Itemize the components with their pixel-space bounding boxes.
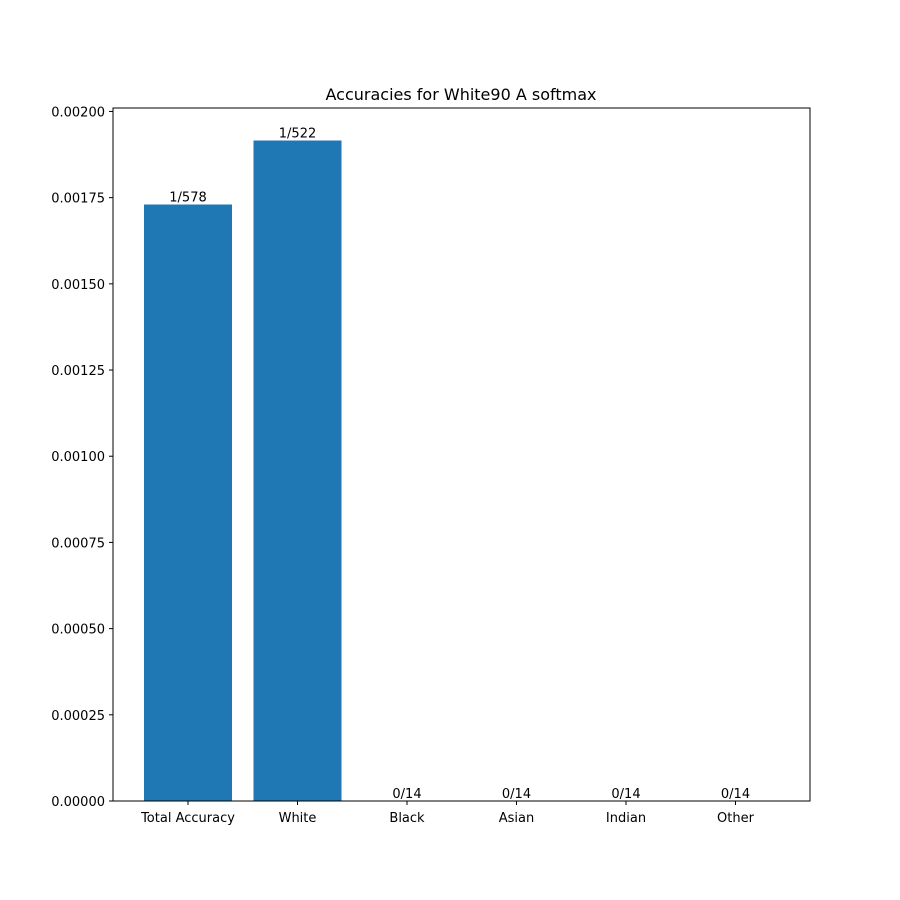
- y-tick-label: 0.00175: [51, 192, 105, 207]
- bar-value-label: 0/14: [721, 787, 750, 802]
- y-tick-label: 0.00050: [51, 623, 105, 638]
- bar-white: [253, 140, 342, 801]
- x-tick-label: White: [279, 811, 317, 826]
- bar-total-accuracy: [144, 204, 232, 802]
- x-tick-label: Other: [717, 811, 755, 826]
- x-tick-label: Indian: [606, 811, 646, 826]
- bar-value-label: 1/578: [169, 191, 206, 206]
- y-tick-label: 0.00025: [51, 709, 105, 724]
- y-tick-label: 0.00150: [51, 278, 105, 293]
- bars-group: [144, 140, 342, 802]
- bar-value-label: 0/14: [611, 787, 640, 802]
- bar-value-label: 0/14: [502, 787, 531, 802]
- x-tick-label: Black: [389, 811, 425, 826]
- x-tick-label: Asian: [499, 811, 534, 826]
- y-tick-label: 0.00075: [51, 536, 105, 551]
- y-tick-label: 0.00000: [51, 795, 105, 810]
- x-axis: Total Accuracy White Black Asian Indian Other: [140, 801, 755, 826]
- chart-title: Accuracies for White90 A softmax: [326, 85, 597, 104]
- y-axis: 0.00000 0.00025 0.00050 0.00075 0.00100 0.001…: [51, 105, 113, 810]
- bar-value-label: 0/14: [392, 787, 421, 802]
- plot-frame: [112, 107, 811, 802]
- x-tick-label: Total Accuracy: [140, 811, 235, 826]
- y-tick-label: 0.00200: [51, 105, 105, 120]
- bar-value-label: 1/522: [279, 127, 316, 142]
- bar-labels-group: 1/578 1/522 0/14 0/14 0/14 0/14: [169, 127, 750, 802]
- y-tick-label: 0.00100: [51, 450, 105, 465]
- y-tick-label: 0.00125: [51, 364, 105, 379]
